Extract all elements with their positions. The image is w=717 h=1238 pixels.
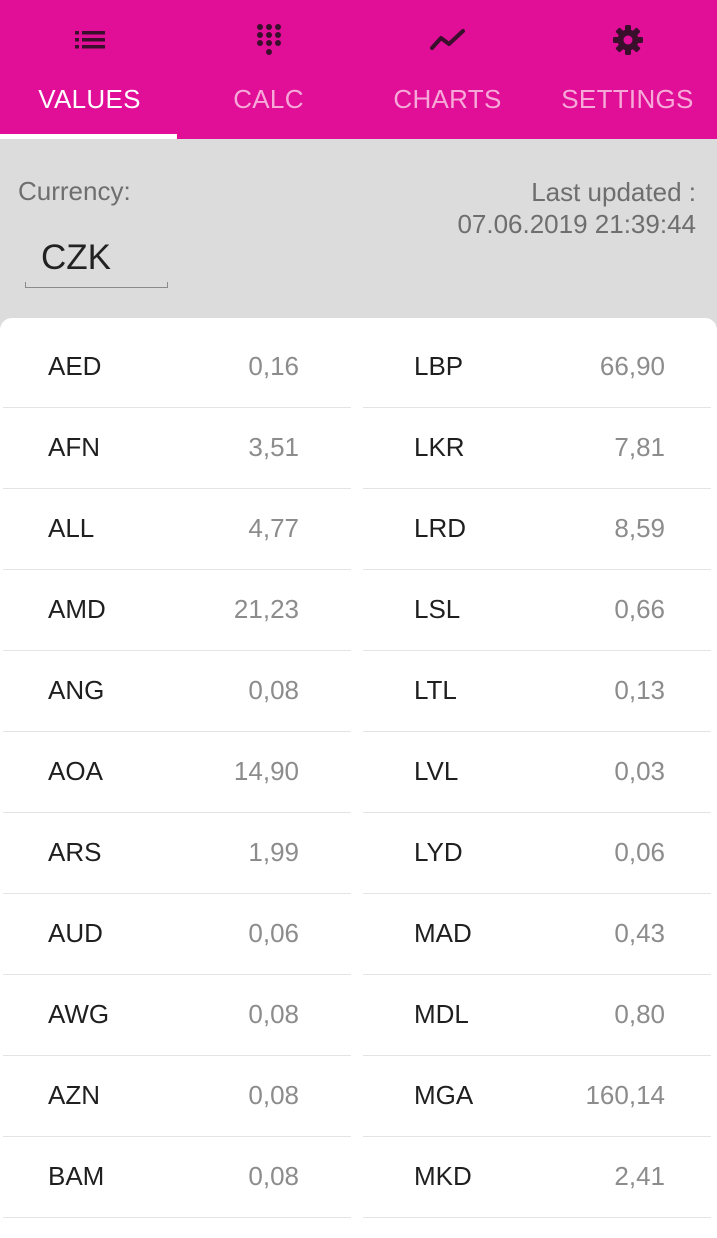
- exchange-rate-value: 0,16: [248, 351, 299, 381]
- gear-icon: [538, 22, 717, 58]
- currency-code: LTL: [414, 675, 457, 705]
- exchange-rate-value: 14,90: [233, 756, 299, 786]
- tab-bar: VALUES CALC CHARTS: [0, 0, 717, 139]
- exchange-rate-value: 8,59: [614, 513, 665, 543]
- exchange-rate-value: 0,43: [614, 918, 665, 948]
- exchange-rate-value: 0,08: [248, 1161, 299, 1191]
- list-icon: [0, 22, 179, 58]
- rate-row[interactable]: AOA 14,90: [3, 732, 351, 813]
- currency-code: AOA: [48, 756, 103, 786]
- currency-code: MKD: [414, 1161, 472, 1191]
- rates-column-left: AED 0,16 AFN 3,51 ALL 4,77 AMD 21,23 ANG 0,08 AOA 1…: [3, 327, 351, 1218]
- exchange-rate-value: 21,23: [233, 594, 299, 624]
- tab-settings-label: SETTINGS: [561, 84, 694, 114]
- currency-code: MAD: [414, 918, 472, 948]
- rate-row[interactable]: BAM 0,08: [3, 1137, 351, 1218]
- exchange-rate-value: 4,77: [248, 513, 299, 543]
- rate-row[interactable]: MAD 0,43: [363, 894, 711, 975]
- exchange-rate-value: 0,08: [248, 999, 299, 1029]
- currency-code: ALL: [48, 513, 95, 543]
- exchange-rate-value: 1,99: [248, 837, 299, 867]
- currency-code: LVL: [414, 756, 459, 786]
- rate-row[interactable]: AZN 0,08: [3, 1056, 351, 1137]
- currency-select-underline[interactable]: [25, 282, 168, 288]
- dialpad-icon: [179, 22, 358, 58]
- exchange-rate-value: 0,08: [248, 675, 299, 705]
- rate-row[interactable]: AUD 0,06: [3, 894, 351, 975]
- rate-row[interactable]: LSL 0,66: [363, 570, 711, 651]
- currency-select-value[interactable]: CZK: [41, 238, 111, 277]
- currency-code: MGA: [414, 1080, 474, 1110]
- tab-charts[interactable]: CHARTS: [358, 0, 537, 139]
- rate-row[interactable]: AED 0,16: [3, 327, 351, 408]
- exchange-rate-value: 0,06: [614, 837, 665, 867]
- currency-code: LYD: [414, 837, 463, 867]
- rates-card: AED 0,16 AFN 3,51 ALL 4,77 AMD 21,23 ANG 0,08 AOA 1…: [0, 318, 717, 1238]
- tab-calc-label: CALC: [233, 84, 304, 114]
- tab-calc[interactable]: CALC: [179, 0, 358, 139]
- rate-row[interactable]: ALL 4,77: [3, 489, 351, 570]
- currency-code: ANG: [48, 675, 105, 705]
- rate-row[interactable]: ARS 1,99: [3, 813, 351, 894]
- currency-code: BAM: [48, 1161, 105, 1191]
- currency-code: AMD: [48, 594, 106, 624]
- rate-row[interactable]: AMD 21,23: [3, 570, 351, 651]
- exchange-rate-value: 0,08: [248, 1080, 299, 1110]
- rate-row[interactable]: AWG 0,08: [3, 975, 351, 1056]
- rate-row[interactable]: LBP 66,90: [363, 327, 711, 408]
- exchange-rate-value: 0,06: [248, 918, 299, 948]
- currency-code: ARS: [48, 837, 102, 867]
- rate-row[interactable]: MGA 160,14: [363, 1056, 711, 1137]
- rate-row[interactable]: LKR 7,81: [363, 408, 711, 489]
- currency-code: AZN: [48, 1080, 100, 1110]
- exchange-rate-value: 3,51: [248, 432, 299, 462]
- currency-header: Currency: CZK Last updated : 07.06.2019 …: [0, 139, 717, 319]
- rate-row[interactable]: LRD 8,59: [363, 489, 711, 570]
- tab-values-label: VALUES: [38, 84, 141, 114]
- exchange-rate-value: 0,66: [614, 594, 665, 624]
- active-tab-indicator: [0, 134, 177, 139]
- last-updated-label: Last updated :: [531, 177, 696, 207]
- exchange-rate-value: 2,41: [614, 1161, 665, 1191]
- tab-charts-label: CHARTS: [393, 84, 502, 114]
- currency-code: LBP: [414, 351, 464, 381]
- rate-row[interactable]: MDL 0,80: [363, 975, 711, 1056]
- currency-code: MDL: [414, 999, 469, 1029]
- rate-row[interactable]: MKD 2,41: [363, 1137, 711, 1218]
- tab-values[interactable]: VALUES: [0, 0, 179, 139]
- trend-line-icon: [358, 22, 537, 58]
- exchange-rate-value: 0,03: [614, 756, 665, 786]
- currency-code: LRD: [414, 513, 467, 543]
- currency-code: LKR: [414, 432, 465, 462]
- exchange-rate-value: 160,14: [585, 1080, 665, 1110]
- tab-settings[interactable]: SETTINGS: [538, 0, 717, 139]
- currency-code: AWG: [48, 999, 110, 1029]
- exchange-rate-value: 66,90: [599, 351, 665, 381]
- rate-row[interactable]: LVL 0,03: [363, 732, 711, 813]
- rate-row[interactable]: AFN 3,51: [3, 408, 351, 489]
- currency-code: AFN: [48, 432, 100, 462]
- rate-row[interactable]: LYD 0,06: [363, 813, 711, 894]
- rate-row[interactable]: LTL 0,13: [363, 651, 711, 732]
- currency-code: LSL: [414, 594, 461, 624]
- last-updated: Last updated : 07.06.2019 21:39:44: [457, 176, 696, 240]
- exchange-rate-value: 7,81: [614, 432, 665, 462]
- currency-code: AUD: [48, 918, 103, 948]
- currency-label: Currency:: [18, 176, 131, 206]
- exchange-rate-value: 0,80: [614, 999, 665, 1029]
- exchange-rate-value: 0,13: [614, 675, 665, 705]
- rates-column-right: LBP 66,90 LKR 7,81 LRD 8,59 LSL 0,66 LTL 0,13 LVL 0…: [363, 327, 711, 1218]
- currency-code: AED: [48, 351, 102, 381]
- rate-row[interactable]: ANG 0,08: [3, 651, 351, 732]
- last-updated-value: 07.06.2019 21:39:44: [457, 209, 696, 239]
